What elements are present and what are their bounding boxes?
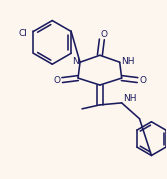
Text: N: N <box>72 57 78 66</box>
Text: NH: NH <box>123 95 136 103</box>
Text: O: O <box>100 30 107 39</box>
Text: Cl: Cl <box>18 29 27 38</box>
Text: NH: NH <box>121 57 134 66</box>
Text: O: O <box>139 76 146 84</box>
Text: O: O <box>54 76 61 84</box>
